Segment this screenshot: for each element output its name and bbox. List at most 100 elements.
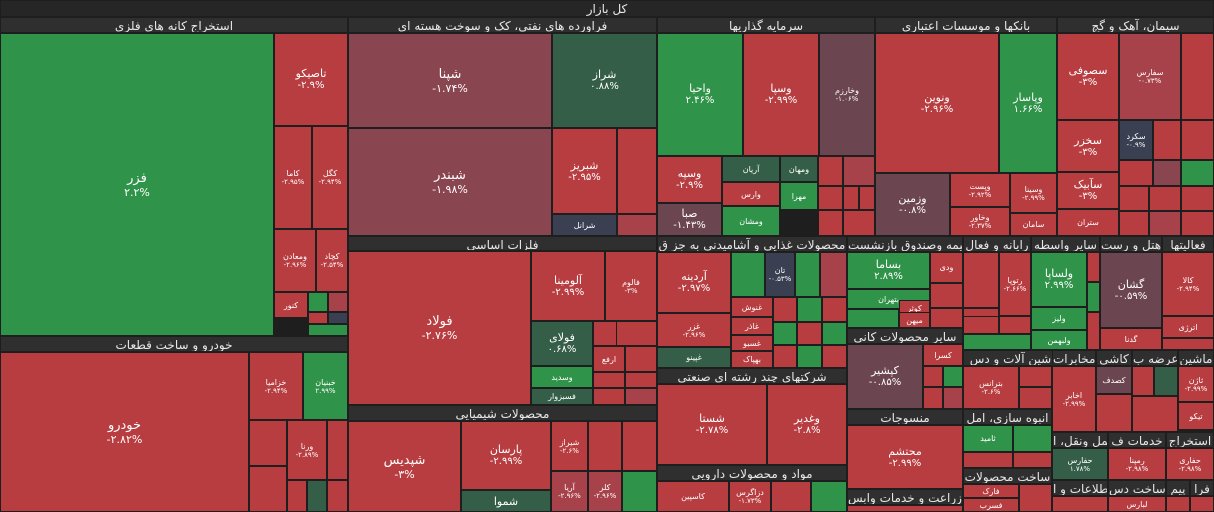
- stock-tile[interactable]: رتوپا -۲.۶۶%: [999, 252, 1031, 316]
- stock-tile[interactable]: فزر ۲.۲%: [0, 33, 274, 336]
- stock-tile[interactable]: کالا -۲.۹۴%: [1162, 252, 1214, 316]
- stock-tile[interactable]: [1154, 366, 1178, 396]
- sector-header[interactable]: عرضه ب: [1132, 350, 1178, 366]
- stock-tile[interactable]: [797, 322, 822, 345]
- stock-tile[interactable]: [1190, 496, 1214, 512]
- stock-tile[interactable]: [1149, 211, 1181, 236]
- stock-tile[interactable]: [328, 292, 348, 312]
- stock-tile[interactable]: [1166, 496, 1190, 512]
- stock-tile[interactable]: شرانل: [552, 214, 617, 236]
- stock-tile[interactable]: شموا: [461, 490, 551, 512]
- stock-tile[interactable]: فولاد -۲.۷۶%: [348, 251, 531, 405]
- stock-tile[interactable]: [617, 214, 657, 236]
- sector-header[interactable]: هتل و رست: [1100, 236, 1162, 252]
- stock-tile[interactable]: [1087, 282, 1100, 312]
- stock-tile[interactable]: پارسان -۲.۹۹%: [461, 421, 551, 490]
- sector-header[interactable]: سرمایه گذاریها: [657, 17, 875, 33]
- stock-tile[interactable]: فالوم -۳%: [605, 251, 657, 321]
- stock-tile[interactable]: [818, 156, 843, 186]
- stock-tile[interactable]: [1096, 394, 1132, 432]
- stock-tile[interactable]: [1013, 452, 1052, 468]
- stock-tile[interactable]: خودرو -۲.۸۲%: [0, 352, 249, 512]
- sector-header[interactable]: ساخت محصولات: [963, 468, 1052, 484]
- stock-tile[interactable]: وپست -۲.۹۲%: [950, 173, 1010, 207]
- stock-tile[interactable]: [622, 421, 657, 471]
- stock-tile[interactable]: [1181, 186, 1214, 211]
- stock-tile[interactable]: [847, 505, 963, 512]
- stock-tile[interactable]: [1181, 33, 1214, 120]
- stock-tile[interactable]: [1019, 387, 1052, 409]
- stock-tile[interactable]: [625, 346, 657, 372]
- stock-tile[interactable]: فولای ۰.۶۸%: [531, 321, 593, 366]
- stock-tile[interactable]: [593, 372, 625, 388]
- stock-tile[interactable]: غنوش: [731, 297, 773, 317]
- stock-tile[interactable]: بترانس -۲.۶%: [963, 366, 1019, 409]
- stock-tile[interactable]: اترژی: [1162, 316, 1214, 338]
- stock-tile[interactable]: کصدف: [1096, 366, 1132, 394]
- stock-tile[interactable]: [923, 387, 943, 409]
- stock-tile[interactable]: ارفع: [593, 346, 625, 372]
- stock-tile[interactable]: [625, 372, 657, 388]
- sector-header[interactable]: خدمات ف: [1108, 432, 1166, 448]
- stock-tile[interactable]: غسبو: [731, 335, 773, 351]
- stock-tile[interactable]: [930, 308, 963, 328]
- stock-tile[interactable]: ولساپا ۲.۹۹%: [1031, 252, 1087, 307]
- stock-tile[interactable]: سامان: [1010, 213, 1057, 236]
- sector-header[interactable]: فراورده های نفتی، کک و سوخت هسته ای: [348, 17, 657, 33]
- stock-tile[interactable]: حفارس ۱.۷۸%: [1052, 448, 1108, 480]
- stock-tile[interactable]: [843, 210, 875, 236]
- stock-tile[interactable]: فسبزوار: [531, 388, 593, 405]
- stock-tile[interactable]: ستران: [1057, 209, 1119, 236]
- stock-tile[interactable]: صبا -۱.۴۳%: [657, 203, 722, 236]
- stock-tile[interactable]: [820, 252, 847, 297]
- stock-tile[interactable]: میهن: [899, 312, 930, 328]
- stock-tile[interactable]: شیراز -۲.۶%: [551, 421, 588, 471]
- stock-tile[interactable]: [307, 480, 327, 512]
- sector-header[interactable]: منسوجات: [847, 409, 963, 425]
- sector-header[interactable]: فلزات اساسی: [348, 236, 657, 251]
- stock-tile[interactable]: [287, 480, 307, 512]
- stock-tile[interactable]: [773, 345, 797, 368]
- sector-header[interactable]: سیمان، آهک و گچ: [1057, 17, 1214, 33]
- sector-header[interactable]: بیمه وصندوق بازنشست: [847, 236, 963, 252]
- stock-tile[interactable]: ومعادن -۲.۹۶%: [274, 229, 316, 292]
- sector-header[interactable]: پیم: [1166, 480, 1190, 496]
- stock-tile[interactable]: ورنا -۲.۸۹%: [287, 420, 327, 480]
- sector-header[interactable]: انبوه سازی، امل: [963, 409, 1052, 425]
- stock-tile[interactable]: سکرد -۰.۹%: [1119, 120, 1153, 160]
- stock-tile[interactable]: [923, 366, 943, 387]
- sector-header[interactable]: شرکتهای چند رشته ای صنعتی: [657, 368, 847, 384]
- stock-tile[interactable]: رمپنا -۲.۹۸%: [1108, 448, 1166, 480]
- sector-header[interactable]: استخراج کانه های فلزی: [0, 17, 348, 33]
- stock-tile[interactable]: [1119, 211, 1149, 236]
- stock-tile[interactable]: [308, 324, 348, 336]
- stock-tile[interactable]: کچاد -۲.۵۴%: [316, 229, 348, 292]
- stock-tile[interactable]: [943, 387, 963, 409]
- stock-tile[interactable]: [1153, 160, 1181, 186]
- stock-tile[interactable]: لبارس: [1108, 496, 1166, 512]
- stock-tile[interactable]: [1087, 252, 1100, 282]
- sector-header[interactable]: فرا: [1190, 480, 1214, 496]
- stock-tile[interactable]: شراز ۰.۸۸%: [552, 33, 657, 128]
- stock-tile[interactable]: [593, 321, 617, 346]
- stock-tile[interactable]: گشان -۰.۵۹%: [1100, 252, 1162, 328]
- stock-tile[interactable]: وخارزم -۱.۰۶%: [819, 33, 875, 156]
- stock-tile[interactable]: کپشیر -۰.۸۵%: [847, 344, 923, 409]
- stock-tile[interactable]: کلر -۲.۹۶%: [588, 471, 622, 512]
- stock-tile[interactable]: [822, 297, 847, 322]
- sector-header[interactable]: سایر محصولات کانی: [847, 328, 963, 344]
- stock-tile[interactable]: [308, 312, 328, 324]
- stock-tile[interactable]: وخاور -۲.۳۷%: [950, 207, 1010, 236]
- stock-tile[interactable]: آردینه -۲.۹۷%: [657, 252, 731, 313]
- stock-tile[interactable]: [1181, 211, 1214, 236]
- stock-tile[interactable]: ودی: [930, 252, 963, 283]
- sector-header[interactable]: مواد و محصولات دارویی: [657, 465, 847, 481]
- stock-tile[interactable]: غپینو: [657, 347, 731, 368]
- stock-tile[interactable]: [963, 452, 1013, 468]
- stock-tile[interactable]: [843, 186, 859, 210]
- stock-tile[interactable]: [963, 252, 999, 308]
- stock-tile[interactable]: [773, 297, 797, 322]
- stock-tile[interactable]: سصوفی -۳%: [1057, 33, 1119, 120]
- stock-tile[interactable]: وسدید: [531, 366, 593, 388]
- stock-tile[interactable]: ونوین -۲.۹۶%: [875, 33, 999, 173]
